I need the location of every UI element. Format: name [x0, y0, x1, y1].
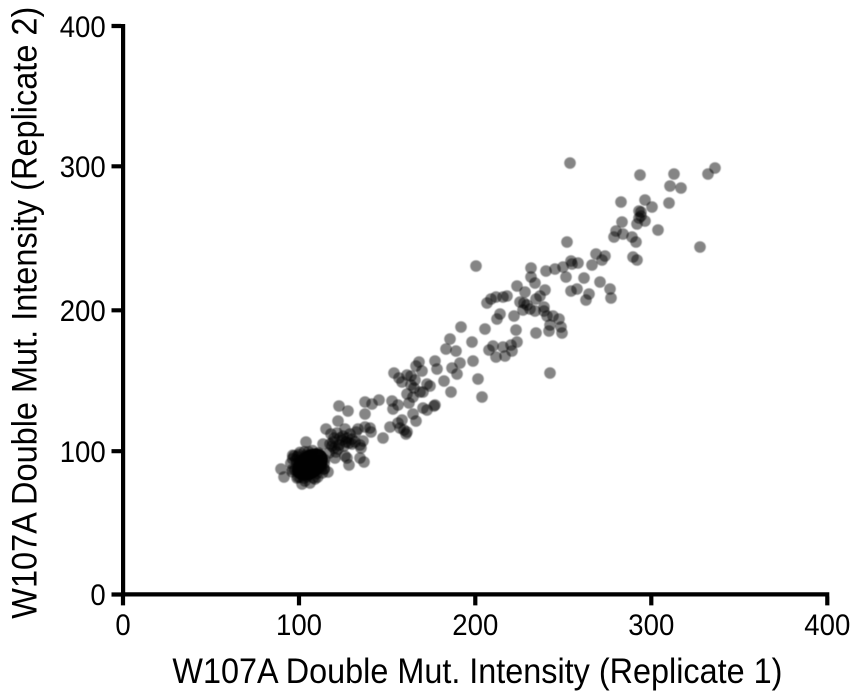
svg-text:W107A Double Mut. Intensity (R: W107A Double Mut. Intensity (Replicate 1…: [172, 652, 782, 691]
svg-text:200: 200: [452, 609, 498, 642]
svg-text:200: 200: [60, 295, 106, 328]
svg-text:300: 300: [628, 609, 674, 642]
svg-text:300: 300: [60, 151, 106, 184]
svg-text:W107A Double Mut. Intensity (R: W107A Double Mut. Intensity (Replicate 2…: [5, 7, 44, 619]
svg-text:100: 100: [276, 609, 322, 642]
svg-text:400: 400: [60, 11, 106, 44]
svg-text:400: 400: [804, 609, 850, 642]
svg-text:0: 0: [115, 609, 130, 642]
svg-text:0: 0: [90, 579, 105, 612]
svg-text:100: 100: [60, 436, 106, 469]
